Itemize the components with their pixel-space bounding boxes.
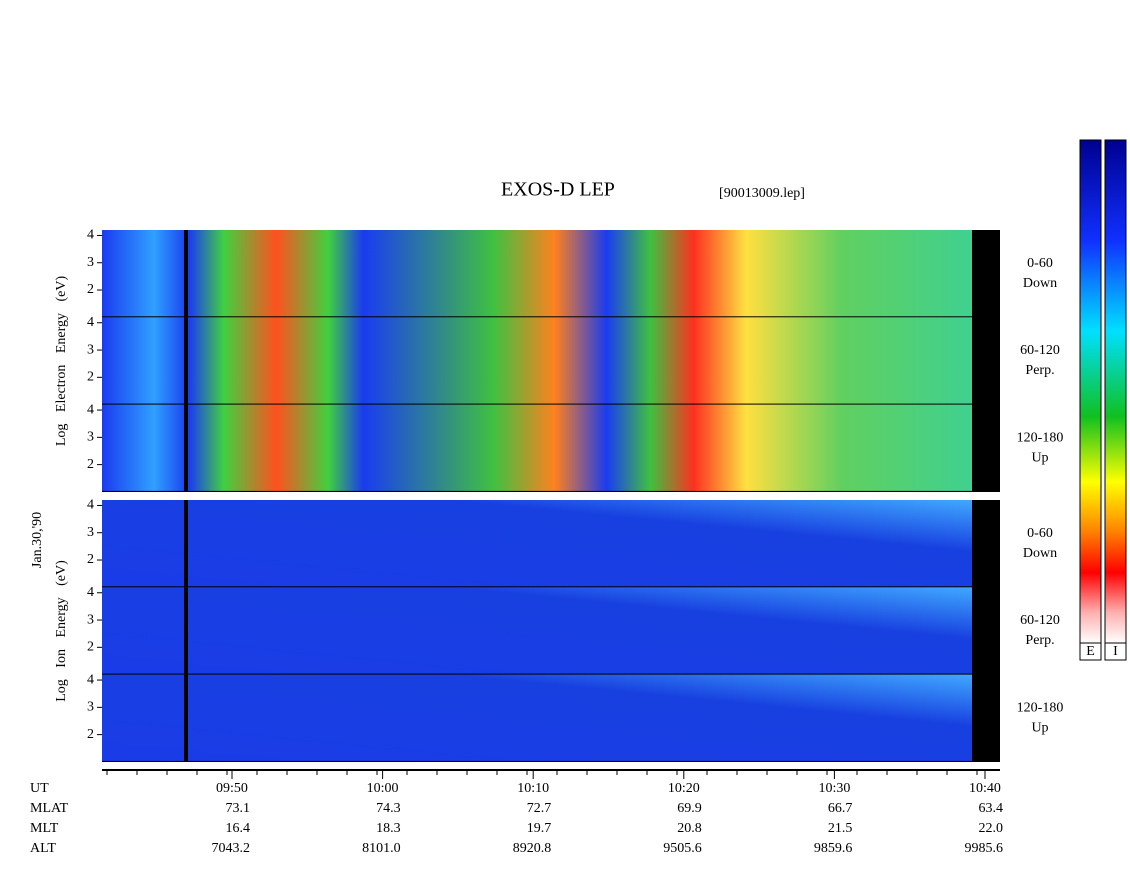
data-gap: [184, 500, 188, 588]
row-value: 9505.6: [663, 841, 702, 856]
row-value: 73.1: [226, 801, 251, 816]
colorbar-label: E: [1086, 644, 1095, 659]
row-value: 22.0: [979, 821, 1004, 836]
colorbar: [1079, 139, 1102, 644]
time-label: 10:00: [367, 781, 399, 796]
row-value: 63.4: [979, 801, 1004, 816]
y-tick-label: 3: [87, 342, 94, 357]
y-axis-label: Log Electron Energy (eV): [54, 276, 69, 447]
y-tick-label: 2: [87, 640, 94, 655]
row-value: 66.7: [828, 801, 853, 816]
row-name: ALT: [30, 841, 56, 856]
colorbar-label: I: [1113, 644, 1118, 659]
spectrogram: [102, 404, 972, 491]
data-gap: [184, 317, 188, 405]
y-tick-label: 4: [87, 315, 94, 330]
time-label: 10:40: [969, 781, 1001, 796]
row-value: 74.3: [376, 801, 401, 816]
spectrogram: [102, 230, 972, 317]
data-gap: [184, 587, 188, 675]
y-tick-label: 2: [87, 282, 94, 297]
row-value: 8101.0: [362, 841, 401, 856]
title: EXOS-D LEP: [501, 179, 615, 201]
row-name: MLAT: [30, 801, 69, 816]
pitch-angle: 60-120: [1020, 613, 1060, 628]
y-tick-label: 2: [87, 552, 94, 567]
date: Jan.30,'90: [30, 512, 45, 568]
row-value: 19.7: [527, 821, 552, 836]
time-label: 10:10: [517, 781, 549, 796]
y-tick-label: 4: [87, 498, 94, 513]
direction: Down: [1023, 276, 1057, 291]
y-tick-label: 4: [87, 228, 94, 243]
row-value: 7043.2: [212, 841, 251, 856]
row-value: 18.3: [376, 821, 401, 836]
row-value: 16.4: [226, 821, 251, 836]
pitch-angle: 0-60: [1027, 526, 1053, 541]
pitch-angle: 0-60: [1027, 256, 1053, 271]
y-tick-label: 2: [87, 727, 94, 742]
y-tick-label: 2: [87, 370, 94, 385]
data-gap: [184, 404, 188, 492]
row-value: 8920.8: [513, 841, 552, 856]
row-value: 9859.6: [814, 841, 853, 856]
y-tick-label: 4: [87, 402, 94, 417]
colorbar: [1104, 139, 1127, 644]
y-tick-label: 4: [87, 672, 94, 687]
spectrogram: [102, 317, 972, 404]
colorbar-label-box: [1079, 642, 1102, 661]
data-gap: [184, 230, 188, 318]
direction: Up: [1031, 720, 1048, 735]
y-tick-label: 3: [87, 525, 94, 540]
pitch-angle: 120-180: [1017, 700, 1064, 715]
direction: Up: [1031, 450, 1048, 465]
y-tick-label: 4: [87, 585, 94, 600]
y-tick-label: 3: [87, 700, 94, 715]
time-label: 10:30: [818, 781, 850, 796]
row-value: 69.9: [677, 801, 702, 816]
spectrogram: [102, 587, 972, 674]
y-tick-label: 3: [87, 430, 94, 445]
row-name: MLT: [30, 821, 59, 836]
file-name: [90013009.lep]: [719, 186, 805, 201]
y-tick-label: 3: [87, 612, 94, 627]
row-value: 9985.6: [965, 841, 1004, 856]
y-axis-label: Log Ion Energy (eV): [54, 560, 69, 702]
row-name: UT: [30, 781, 49, 796]
colorbar-label-box: [1104, 642, 1127, 661]
pitch-angle: 60-120: [1020, 343, 1060, 358]
direction: Perp.: [1025, 633, 1054, 648]
data-gap: [184, 674, 188, 762]
row-value: 20.8: [677, 821, 702, 836]
y-tick-label: 3: [87, 255, 94, 270]
spectrogram: [102, 500, 972, 587]
spectrogram: [102, 674, 972, 761]
y-tick-label: 2: [87, 457, 94, 472]
row-value: 21.5: [828, 821, 853, 836]
direction: Down: [1023, 546, 1057, 561]
time-label: 09:50: [216, 781, 248, 796]
direction: Perp.: [1025, 363, 1054, 378]
time-label: 10:20: [668, 781, 700, 796]
pitch-angle: 120-180: [1017, 430, 1064, 445]
row-value: 72.7: [527, 801, 552, 816]
